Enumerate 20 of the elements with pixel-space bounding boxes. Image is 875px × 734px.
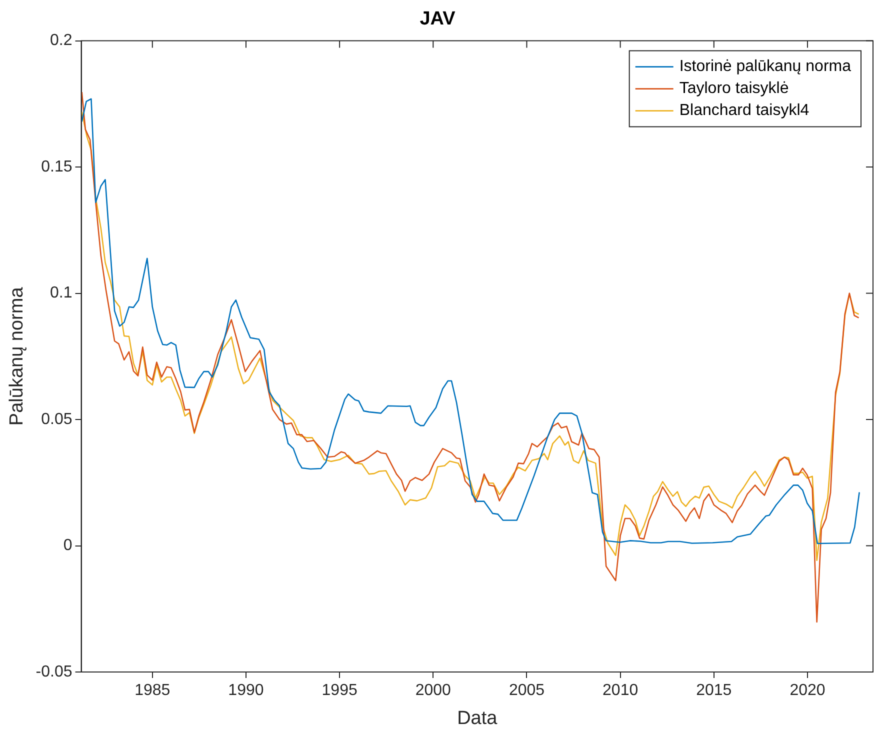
x-tick-label: 1990 — [228, 682, 264, 700]
y-tick-label: 0 — [63, 537, 72, 554]
x-tick-label: 2015 — [696, 682, 732, 700]
chart-title: JAV — [420, 8, 456, 30]
y-tick-label: 0.05 — [41, 410, 72, 428]
y-axis-title: Palūkanų norma — [6, 286, 28, 426]
x-tick-label: 1995 — [322, 682, 358, 700]
x-tick-label: 2005 — [508, 682, 545, 700]
x-tick-label: 1985 — [134, 682, 170, 700]
x-axis-title: Data — [457, 708, 498, 729]
x-tick-label: 2020 — [790, 682, 826, 700]
legend-label: Istorinė palūkanų norma — [679, 58, 852, 76]
y-tick-label: 0.15 — [41, 158, 72, 176]
x-tick-label: 2000 — [415, 682, 452, 700]
y-tick-label: -0.05 — [36, 663, 72, 680]
legend-label: Tayloro taisyklė — [679, 80, 789, 98]
y-tick-label: 0.2 — [50, 32, 72, 50]
x-tick-label: 2010 — [602, 682, 638, 700]
legend-label: Blanchard taisykl4 — [679, 102, 810, 120]
y-tick-label: 0.1 — [50, 284, 72, 302]
